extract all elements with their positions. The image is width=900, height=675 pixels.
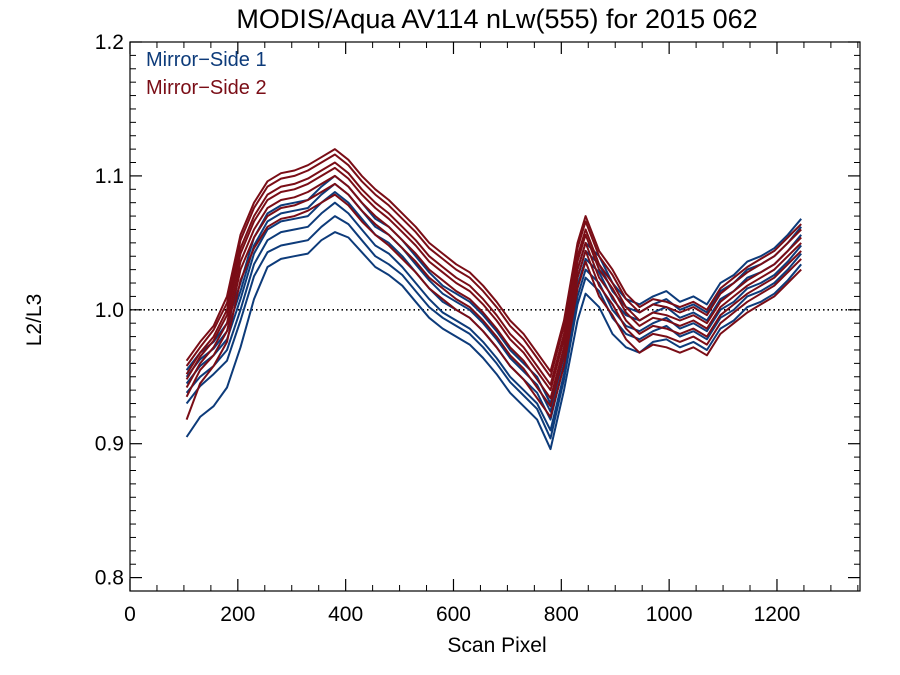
legend-label-1: Mirror−Side 1 — [146, 49, 267, 71]
y-tick-label: 1.1 — [95, 165, 124, 188]
series-line-10 — [185, 166, 802, 392]
plot-area — [130, 148, 860, 451]
y-tick-label: 0.9 — [95, 433, 124, 456]
y-tick-label: 1.0 — [95, 299, 124, 322]
series-line-1 — [185, 231, 802, 451]
x-tick-label: 200 — [220, 603, 255, 626]
series-line-2 — [185, 215, 802, 440]
y-axis-label: L2/L3 — [23, 294, 46, 347]
x-tick-label: 1200 — [754, 603, 801, 626]
legend-label-2: Mirror−Side 2 — [146, 77, 267, 99]
series-line-3 — [185, 201, 802, 432]
series-line-13 — [185, 148, 802, 373]
x-tick-label: 800 — [544, 603, 579, 626]
y-tick-label: 0.8 — [95, 567, 124, 590]
x-tick-label: 400 — [328, 603, 363, 626]
legend: Mirror−Side 1 Mirror−Side 2 — [146, 49, 267, 99]
x-tick-label: 600 — [436, 603, 471, 626]
x-tick-label: 0 — [124, 603, 136, 626]
series-line-12 — [185, 153, 802, 378]
series-line-11 — [185, 161, 802, 386]
y-tick-label: 1.2 — [95, 31, 124, 54]
plot-frame — [129, 41, 861, 592]
series-line-9 — [185, 174, 802, 400]
series-line-6 — [185, 174, 802, 405]
axes: 0 200 400 600 800 1000 1200 0.8 0.9 1.0 1.1 1.2 — [95, 31, 861, 626]
series-line-8 — [185, 182, 802, 408]
series-line-5 — [185, 182, 802, 413]
x-tick-label: 1000 — [646, 603, 693, 626]
x-axis-label: Scan Pixel — [447, 634, 546, 657]
chart-title: MODIS/Aqua AV114 nLw(555) for 2015 062 — [236, 4, 757, 34]
series-line-7 — [185, 193, 802, 420]
